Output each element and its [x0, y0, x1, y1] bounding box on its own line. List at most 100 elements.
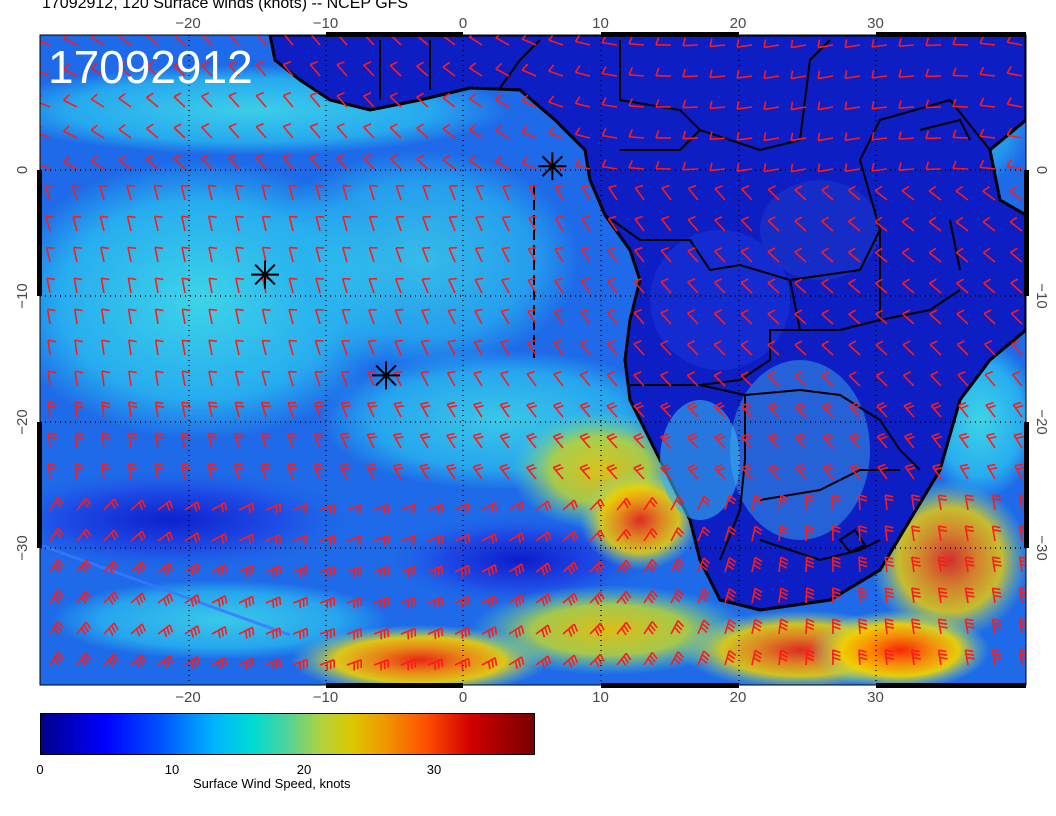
wind-barb	[500, 339, 510, 356]
wind-barb	[184, 532, 201, 543]
wind-barb	[589, 498, 605, 511]
wind-barb	[127, 308, 137, 325]
wind-barb	[100, 277, 110, 294]
wind-barb	[101, 463, 111, 480]
wind-barb	[336, 122, 348, 139]
wind-barb	[607, 215, 618, 232]
wind-barb	[955, 185, 969, 201]
wind-barb	[292, 596, 309, 609]
wind-barb	[368, 278, 378, 294]
wind-barb	[363, 92, 375, 108]
wind-barb	[282, 153, 294, 170]
wind-barb	[579, 370, 591, 387]
wind-barb	[234, 215, 244, 232]
wind-barb	[454, 595, 471, 608]
wind-barb	[535, 562, 552, 576]
wind-barb	[346, 535, 363, 546]
wind-barb	[687, 184, 699, 201]
wind-barb	[234, 370, 244, 387]
wind-barb	[554, 277, 564, 294]
wind-barb	[47, 432, 57, 449]
wind-barb	[884, 556, 895, 573]
wind-barb	[736, 163, 753, 172]
wind-barb	[288, 277, 298, 294]
wind-barb	[366, 401, 378, 418]
wind-barb	[580, 339, 591, 356]
wind-barb	[228, 35, 240, 46]
wind-barb	[126, 215, 136, 232]
wind-barb	[643, 589, 658, 604]
wind-barb	[901, 278, 915, 294]
wind-barb	[984, 370, 996, 387]
wind-barb	[979, 97, 996, 108]
wind-barb	[416, 123, 429, 139]
wind-barb	[181, 277, 191, 294]
wind-barb	[713, 340, 726, 356]
wind-barb	[682, 37, 699, 47]
wind-barb	[562, 499, 579, 511]
wind-barb	[562, 592, 579, 606]
wind-barb	[309, 60, 321, 77]
wind-barb	[709, 38, 726, 48]
wind-barb	[288, 184, 298, 201]
wind-barb	[767, 340, 780, 356]
wind-barb	[982, 216, 996, 232]
wind-barb	[367, 370, 377, 387]
wind-barb	[103, 560, 119, 574]
wind-barb	[821, 185, 834, 201]
wind-barb	[821, 340, 834, 356]
wind-barb	[211, 532, 228, 544]
wind-barb	[633, 402, 645, 418]
wind-barb	[400, 596, 417, 609]
wind-barb	[76, 528, 92, 542]
lon-label-top: 30	[867, 15, 884, 32]
wind-barb	[901, 185, 915, 201]
wind-barb	[928, 185, 942, 201]
wind-barb	[49, 589, 64, 604]
wind-barb	[447, 339, 456, 356]
wind-barb	[958, 432, 970, 449]
wind-barb	[670, 527, 685, 542]
wind-barb	[634, 184, 645, 201]
wind-barb	[314, 370, 324, 387]
wind-barb	[660, 277, 672, 294]
wind-barb	[211, 501, 228, 513]
wind-barb	[790, 70, 807, 80]
wind-barb	[521, 35, 537, 46]
wind-barb	[118, 123, 132, 139]
wind-barb	[911, 556, 921, 573]
wind-barb	[255, 122, 267, 139]
wind-barb	[44, 184, 54, 201]
wind-barb	[1018, 556, 1026, 573]
wind-barb	[955, 247, 969, 263]
wind-barb	[601, 159, 618, 170]
wind-barb	[72, 215, 82, 232]
wind-barb	[127, 463, 138, 480]
wind-barb	[991, 556, 1002, 573]
lon-label-top: 20	[730, 15, 747, 32]
wind-barb	[937, 649, 948, 666]
wind-barb	[76, 652, 92, 667]
wind-barb	[207, 463, 218, 480]
wind-barb	[127, 277, 137, 294]
wind-barb	[697, 526, 711, 542]
lat-label-left: −30	[14, 535, 31, 560]
wind-barb	[49, 558, 64, 573]
wind-barb	[831, 587, 841, 604]
wind-barb	[363, 154, 375, 170]
wind-barb	[794, 185, 807, 201]
wind-barb	[90, 93, 105, 108]
wind-barb	[447, 308, 457, 325]
wind-barb	[255, 60, 267, 77]
wind-barb	[128, 401, 138, 418]
wind-barb	[959, 463, 971, 480]
wind-barb	[127, 246, 137, 263]
wind-barb	[767, 371, 780, 387]
wind-barb	[991, 494, 1002, 511]
wind-barb	[633, 463, 645, 480]
wind-barb	[207, 432, 218, 449]
wind-barb	[767, 216, 780, 232]
wind-barb	[817, 132, 834, 142]
wind-barb	[103, 529, 119, 542]
wind-barb	[101, 370, 111, 387]
